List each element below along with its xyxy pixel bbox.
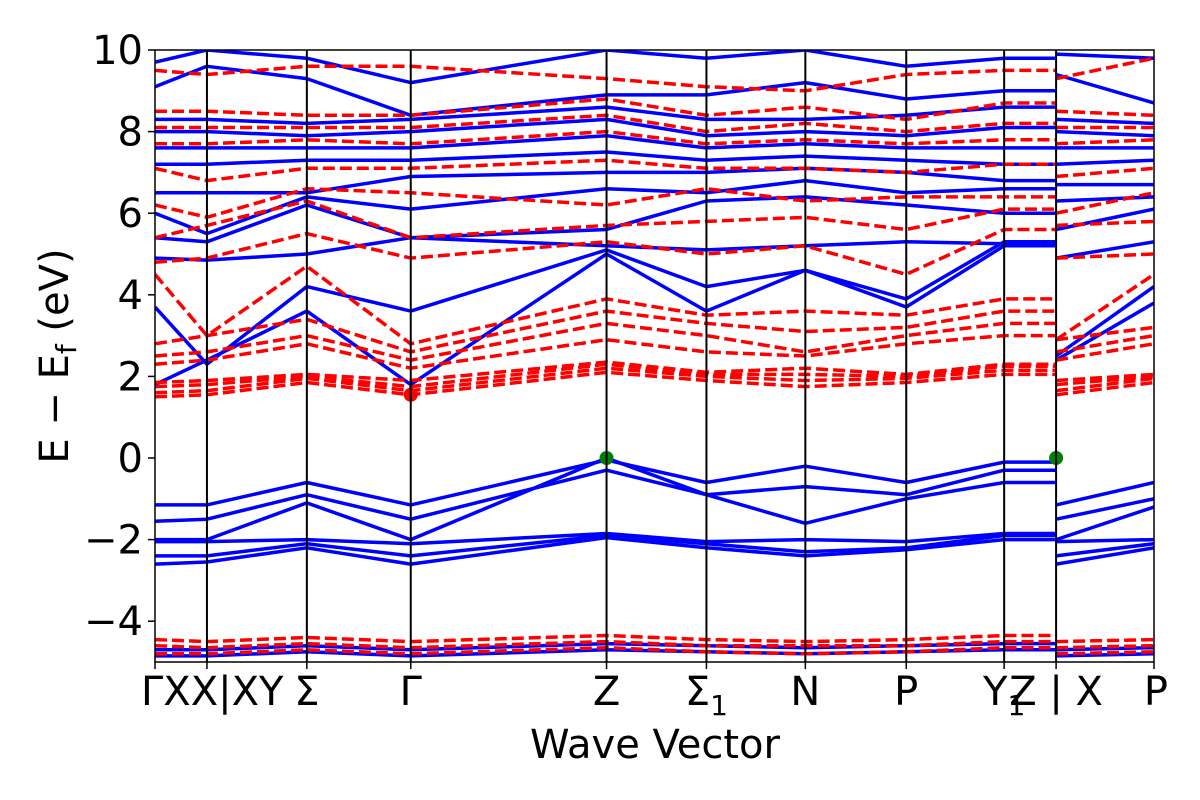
spin-up-band-15 — [155, 133, 1154, 150]
spin-down-band-30 — [155, 186, 1154, 220]
plot-frame — [154, 49, 1155, 663]
spin-up-band-18 — [155, 64, 1154, 118]
x-tick-label-0: ΓXX|XY — [141, 669, 284, 715]
x-tick-label-sub: 1 — [1007, 689, 1025, 722]
x-tick-label-3: Γ — [400, 669, 423, 715]
spin-down-band-32 — [155, 129, 1154, 146]
y-axis-title-sub: f — [50, 343, 83, 354]
x-tick-label-text: Σ — [294, 669, 319, 715]
y-tick-label-6: 8 — [118, 110, 143, 156]
spin-down-band-37 — [155, 639, 1154, 650]
y-axis-ticks: −4 −2 0 2 4 6 8 10 — [84, 28, 155, 645]
spin-down-band-34 — [155, 97, 1154, 122]
y-axis-title: E − Ef (eV) — [32, 248, 83, 463]
spin-up-band-13 — [155, 166, 1154, 195]
x-tick-label-5: Σ1 — [685, 669, 728, 722]
spin-up-band-1 — [155, 468, 1154, 523]
spin-down-band-21 — [155, 366, 1154, 395]
spin-up-band-0 — [155, 458, 1154, 507]
spin-up-band-4 — [155, 533, 1154, 558]
y-axis-title-main: E − E — [32, 354, 78, 464]
y-tick-label-7: 10 — [92, 28, 143, 74]
y-tick-label-5: 6 — [118, 191, 143, 237]
spin-up-band-8 — [155, 244, 1154, 387]
x-tick-label-text: P — [1144, 669, 1168, 715]
spin-down-band-24 — [155, 333, 1154, 370]
spin-down-band-31 — [155, 158, 1154, 183]
x-tick-label-9: Z | X — [1009, 669, 1103, 715]
spin-up-band-9 — [155, 240, 1154, 366]
spin-up-band-14 — [155, 150, 1154, 166]
x-tick-label-text: Σ — [685, 669, 710, 715]
spin-down-band-28 — [155, 227, 1154, 277]
spin-up-band-11 — [155, 195, 1154, 244]
spin-up-band-16 — [155, 117, 1154, 138]
y-axis-title-unit: (eV) — [32, 248, 78, 344]
x-tick-label-text: P — [894, 669, 918, 715]
spin-down-band-27 — [155, 264, 1154, 346]
x-tick-label-text: Z | X — [1009, 669, 1103, 715]
spin-up-band-10 — [155, 235, 1154, 262]
x-tick-label-10: P — [1144, 669, 1168, 715]
x-tick-label-text: Z — [593, 669, 620, 715]
y-tick-label-4: 4 — [118, 273, 143, 319]
x-axis-title: Wave Vector — [530, 722, 781, 768]
x-tick-label-2: Σ — [294, 669, 319, 715]
y-tick-label-2: 0 — [118, 436, 143, 482]
spin-down-band-36 — [155, 633, 1154, 644]
y-tick-label-3: 2 — [118, 354, 143, 400]
x-tick-label-4: Z — [593, 669, 620, 715]
y-tick-label-1: −2 — [84, 518, 143, 564]
x-tick-label-text: Y — [982, 669, 1008, 715]
y-tick-label-0: −4 — [84, 599, 143, 645]
spin-down-band-26 — [155, 309, 1154, 354]
x-tick-label-text: N — [790, 669, 820, 715]
spin-down-band-23 — [155, 360, 1154, 385]
x-tick-label-text: ΓXX|XY — [141, 669, 284, 715]
spin-down-band-38 — [155, 645, 1154, 656]
spin-up-band-2 — [155, 456, 1154, 542]
x-tick-label-sub: 1 — [710, 689, 728, 722]
spin-down-band-25 — [155, 321, 1154, 362]
spin-down-band-22 — [155, 362, 1154, 389]
kpoint-lines — [205, 50, 1058, 662]
spin-down-band-20 — [155, 370, 1154, 399]
spin-down-band-35 — [155, 56, 1154, 93]
spin-up-band-12 — [155, 178, 1154, 236]
spin-up-band-3 — [155, 531, 1154, 546]
spin-up-band-19 — [155, 50, 1154, 85]
spin-up-band-5 — [155, 535, 1154, 566]
x-tick-label-text: Γ — [400, 669, 423, 715]
x-tick-label-7: P — [894, 669, 918, 715]
spin-down-band-33 — [155, 113, 1154, 134]
x-tick-label-6: N — [790, 669, 820, 715]
band-lines — [155, 50, 1154, 658]
x-tick-label-8: Y1 — [982, 669, 1025, 722]
spin-down-band-29 — [155, 199, 1154, 240]
